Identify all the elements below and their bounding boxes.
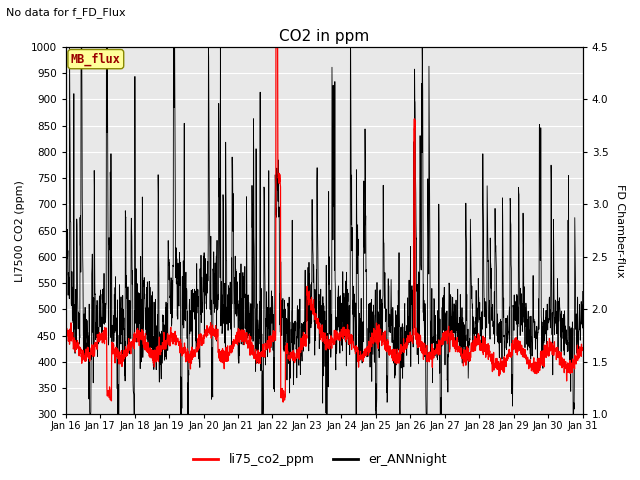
Text: MB_flux: MB_flux <box>71 52 121 66</box>
Title: CO2 in ppm: CO2 in ppm <box>279 29 369 44</box>
Y-axis label: FD Chamber-flux: FD Chamber-flux <box>615 184 625 277</box>
Text: No data for f_FD_Flux: No data for f_FD_Flux <box>6 7 126 18</box>
Legend: li75_co2_ppm, er_ANNnight: li75_co2_ppm, er_ANNnight <box>188 448 452 471</box>
Y-axis label: LI7500 CO2 (ppm): LI7500 CO2 (ppm) <box>15 180 25 282</box>
